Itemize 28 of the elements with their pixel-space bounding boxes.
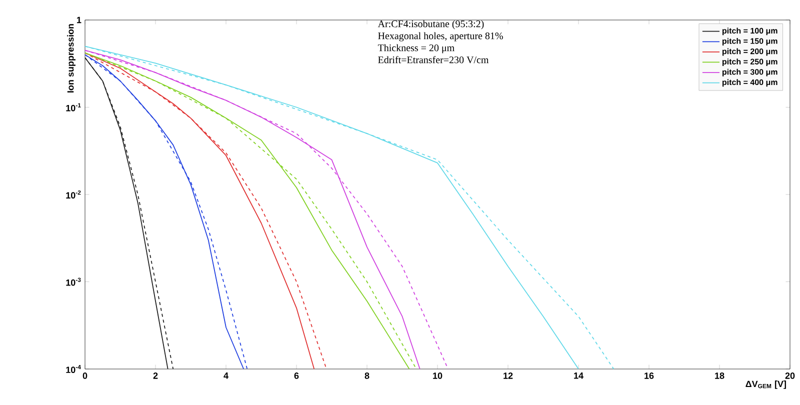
y-axis-title: Ion suppression: [67, 24, 76, 92]
y-tick-label: 1: [77, 16, 82, 24]
legend-label: pitch = 150 μm: [722, 38, 778, 46]
x-tick-label: 18: [715, 372, 724, 379]
annotation: Ar:CF4:isobutane (95:3:2): [378, 20, 484, 30]
x-tick-label: 8: [364, 372, 370, 379]
x-tick-label: 20: [785, 372, 795, 379]
x-tick-label: 0: [82, 372, 88, 379]
legend-label: pitch = 250 μm: [722, 58, 778, 66]
y-tick-label: 10$^{-2}$: [66, 190, 81, 199]
annotation: Hexagonal holes, aperture 81%: [378, 32, 503, 42]
x-tick-label: 10: [433, 372, 442, 379]
x-tick-label: 2: [153, 372, 158, 379]
y-tick-label: 10$^{-1}$: [66, 103, 81, 112]
legend-label: pitch = 300 μm: [722, 68, 778, 76]
x-tick-label: 4: [224, 372, 228, 379]
annotation: Thickness = 20 μm: [378, 44, 454, 54]
x-tick-label: 14: [574, 372, 584, 379]
legend-label: pitch = 400 μm: [722, 79, 778, 87]
x-axis-title: ΔV$_{GEM}$ [V]: [746, 380, 786, 389]
legend-label: pitch = 100 μm: [722, 28, 778, 36]
x-tick-label: 6: [294, 372, 299, 379]
x-tick-label: 12: [504, 372, 513, 379]
annotation: Edrift=Etransfer=230 V/cm: [378, 56, 489, 64]
y-tick-label: 10$^{-4}$: [66, 364, 81, 374]
x-tick-label: 16: [644, 372, 654, 379]
legend-label: pitch = 200 μm: [722, 48, 778, 56]
y-tick-label: 10$^{-3}$: [66, 278, 81, 286]
